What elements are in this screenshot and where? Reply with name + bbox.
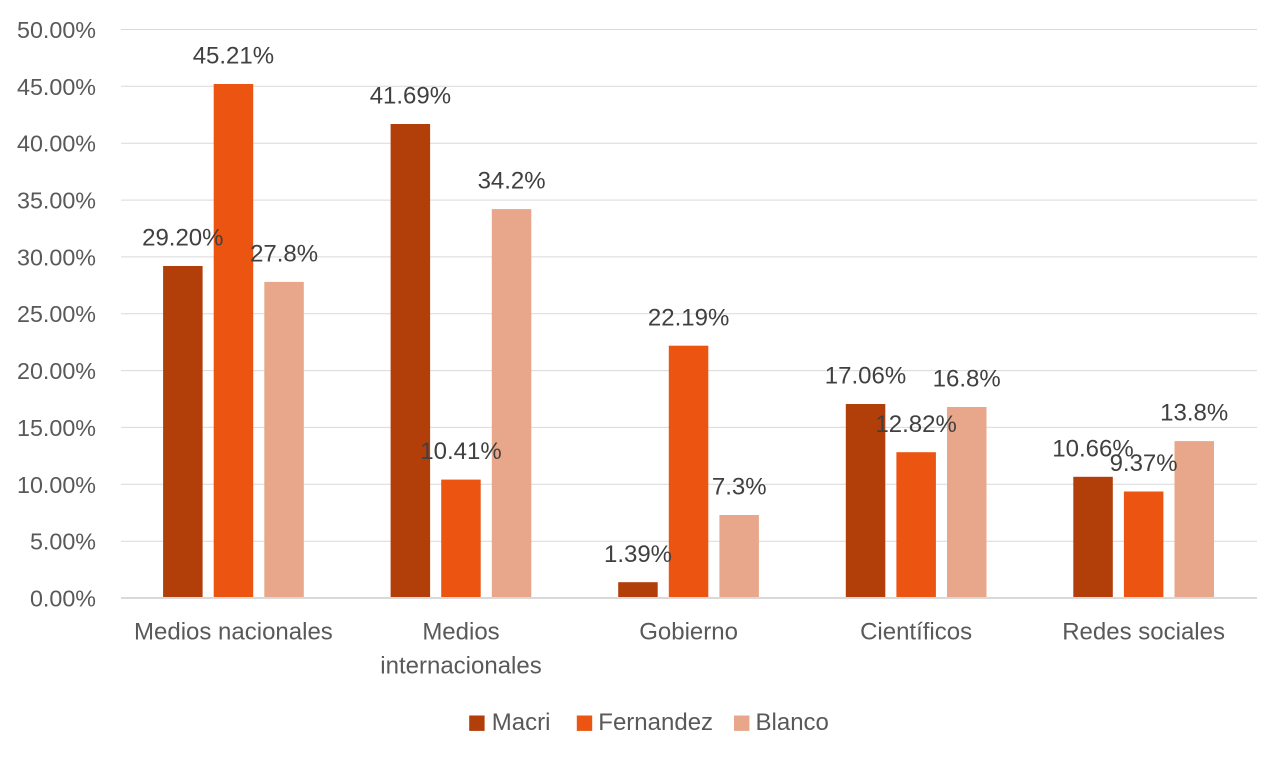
svg-text:0.00%: 0.00% (30, 586, 96, 612)
svg-text:27.8%: 27.8% (250, 241, 318, 268)
svg-text:29.20%: 29.20% (142, 225, 223, 252)
svg-text:10.41%: 10.41% (420, 438, 501, 465)
svg-text:16.8%: 16.8% (933, 366, 1001, 393)
svg-text:Científicos: Científicos (860, 619, 972, 646)
svg-text:10.00%: 10.00% (17, 472, 96, 498)
svg-text:30.00%: 30.00% (17, 244, 96, 270)
svg-text:Fernandez: Fernandez (598, 709, 713, 736)
svg-text:40.00%: 40.00% (17, 131, 96, 157)
svg-text:45.00%: 45.00% (17, 74, 96, 100)
svg-text:22.19%: 22.19% (648, 304, 729, 331)
svg-text:45.21%: 45.21% (193, 43, 274, 70)
svg-text:12.82%: 12.82% (875, 411, 956, 438)
svg-text:34.2%: 34.2% (478, 168, 546, 195)
svg-text:20.00%: 20.00% (17, 358, 96, 384)
svg-text:10.66%: 10.66% (1052, 435, 1133, 462)
svg-text:Medios: Medios (422, 619, 499, 646)
svg-text:13.8%: 13.8% (1160, 400, 1228, 427)
svg-text:Blanco: Blanco (756, 709, 829, 736)
svg-text:Macri: Macri (492, 709, 551, 736)
svg-text:17.06%: 17.06% (825, 363, 906, 390)
svg-text:25.00%: 25.00% (17, 301, 96, 327)
svg-text:9.37%: 9.37% (1110, 450, 1178, 477)
svg-text:Redes sociales: Redes sociales (1062, 619, 1225, 646)
svg-text:7.3%: 7.3% (712, 474, 767, 501)
svg-text:15.00%: 15.00% (17, 415, 96, 441)
svg-text:5.00%: 5.00% (30, 529, 96, 555)
svg-text:Medios nacionales: Medios nacionales (134, 619, 333, 646)
svg-text:41.69%: 41.69% (370, 83, 451, 110)
svg-text:1.39%: 1.39% (604, 541, 672, 568)
svg-text:50.00%: 50.00% (17, 17, 96, 43)
svg-text:35.00%: 35.00% (17, 188, 96, 214)
svg-text:internacionales: internacionales (380, 653, 541, 680)
svg-text:Gobierno: Gobierno (639, 619, 738, 646)
